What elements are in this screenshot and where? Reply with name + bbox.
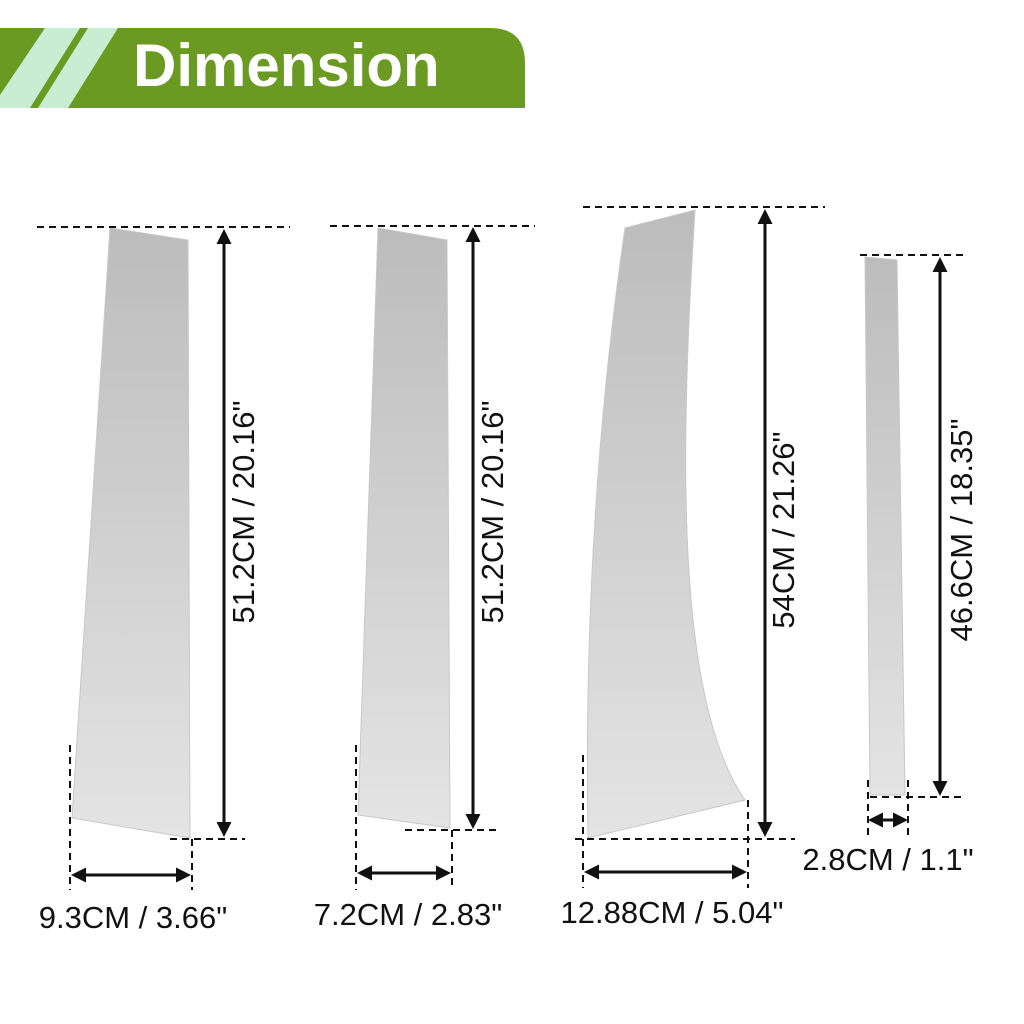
width-label: 12.88CM / 5.04" bbox=[561, 895, 784, 930]
height-label: 51.2CM / 20.16" bbox=[475, 401, 510, 624]
height-label: 54CM / 21.26" bbox=[766, 431, 801, 628]
height-label: 46.6CM / 18.35" bbox=[944, 419, 979, 642]
piece-3: 12.88CM / 5.04" 54CM / 21.26" bbox=[561, 206, 825, 930]
width-label: 2.8CM / 1.1" bbox=[802, 842, 973, 877]
piece-1: 9.3CM / 3.66" 51.2CM / 20.16" bbox=[37, 226, 290, 935]
piece-2: 7.2CM / 2.83" 51.2CM / 20.16" bbox=[314, 225, 535, 932]
width-label: 7.2CM / 2.83" bbox=[314, 897, 502, 932]
header-banner: Dimension bbox=[0, 28, 525, 108]
width-label: 9.3CM / 3.66" bbox=[39, 900, 227, 935]
height-label: 51.2CM / 20.16" bbox=[226, 401, 261, 624]
header-title: Dimension bbox=[133, 32, 440, 99]
piece-4: 2.8CM / 1.1" 46.6CM / 18.35" bbox=[802, 254, 979, 877]
